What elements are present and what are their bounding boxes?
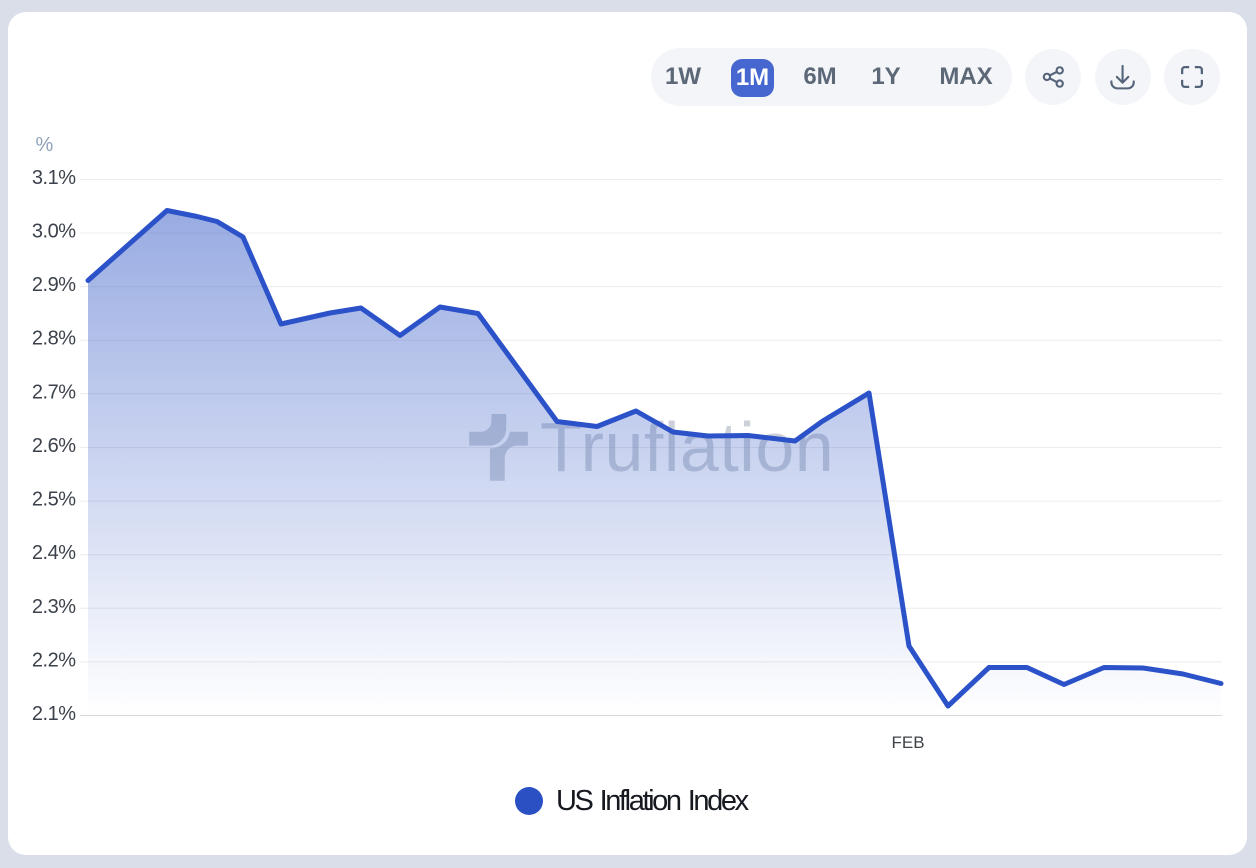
svg-text:2.3%: 2.3% — [32, 596, 76, 618]
svg-text:3.0%: 3.0% — [32, 221, 76, 243]
svg-text:3.1%: 3.1% — [32, 167, 76, 189]
svg-text:%: % — [36, 134, 54, 156]
svg-text:2.2%: 2.2% — [32, 649, 76, 671]
svg-text:2.7%: 2.7% — [32, 381, 76, 403]
svg-text:2.5%: 2.5% — [32, 489, 76, 511]
svg-text:2.8%: 2.8% — [32, 328, 76, 350]
svg-text:2.9%: 2.9% — [32, 274, 76, 296]
svg-text:2.4%: 2.4% — [32, 542, 76, 564]
svg-text:2.1%: 2.1% — [32, 703, 76, 725]
svg-text:2.6%: 2.6% — [32, 435, 76, 457]
svg-text:FEB: FEB — [891, 733, 924, 752]
